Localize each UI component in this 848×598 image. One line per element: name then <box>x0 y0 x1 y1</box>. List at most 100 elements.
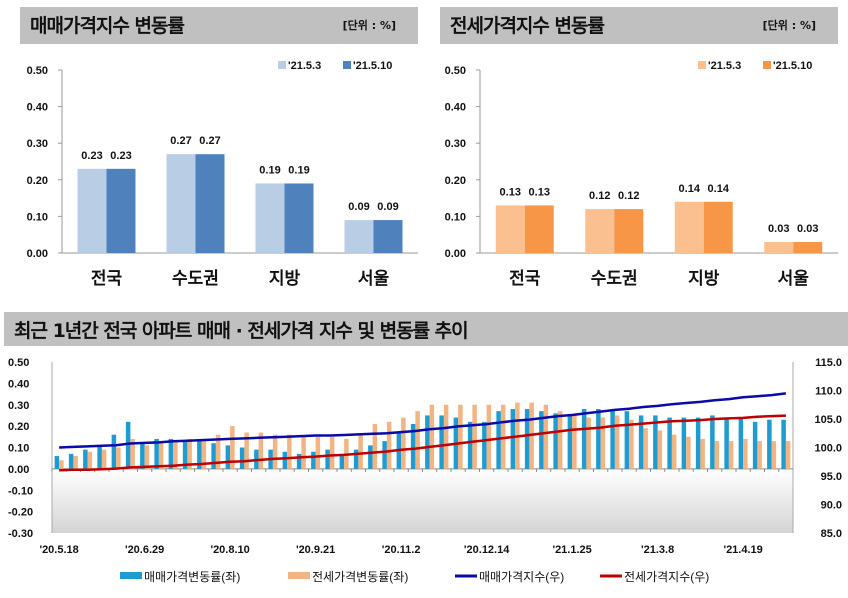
trend-x-tick-label: '21.4.19 <box>723 544 762 556</box>
trend-legend-label: 전세가격지수(우) <box>624 570 709 584</box>
jeonse-bar <box>793 242 823 253</box>
jeonse-legend-swatch <box>698 61 706 69</box>
trend-x-tick-label: '20.11.2 <box>382 544 421 556</box>
sale-data-label: 0.19 <box>259 164 280 176</box>
trend-bar-sale <box>482 421 487 469</box>
jeonse-y-tick-label: 0.10 <box>445 211 466 223</box>
jeonse-category-label: 수도권 <box>591 269 638 288</box>
jeonse-category-label: 서울 <box>778 269 810 288</box>
trend-bar-sale <box>410 423 416 469</box>
trend-bar-jeonse <box>158 443 164 469</box>
trend-bar-sale <box>368 445 373 469</box>
trend-left-tick-label: -0.10 <box>8 485 33 497</box>
sale-bar <box>106 168 136 253</box>
trend-x-tick-label: '20.6.29 <box>125 544 164 556</box>
jeonse-data-label: 0.12 <box>589 190 610 202</box>
trend-bar-jeonse <box>358 434 363 469</box>
jeonse-legend-label: '21.5.10 <box>773 60 812 72</box>
trend-legend-swatch <box>288 572 310 579</box>
jeonse-y-tick-label: 0.30 <box>445 138 466 150</box>
jeonse-bar <box>614 209 644 253</box>
trend-bar-sale <box>767 419 772 469</box>
sale-bar <box>255 183 285 253</box>
trend-bar-sale <box>125 421 131 469</box>
trend-bar-jeonse <box>73 456 78 469</box>
trend-bar-jeonse <box>429 404 435 469</box>
sale-legend-label: '21.5.10 <box>353 60 392 72</box>
trend-legend-label: 매매가격지수(우) <box>479 570 564 584</box>
trend-bar-sale <box>325 449 330 469</box>
trend-right-tick-label: 110.0 <box>815 386 842 398</box>
sale-category-label: 수도권 <box>172 269 219 288</box>
trend-bar-sale <box>738 417 744 469</box>
jeonse-y-tick-label: 0.20 <box>445 175 466 187</box>
trend-left-tick-label: -0.20 <box>8 507 33 519</box>
sale-chart-unit: [단위 : %] <box>342 19 396 32</box>
trend-bar-jeonse <box>59 460 64 469</box>
trend-bar-jeonse <box>458 404 463 469</box>
trend-bar-sale <box>353 449 359 469</box>
trend-bar-jeonse <box>144 445 150 469</box>
trend-bar-jeonse <box>372 423 378 469</box>
sale-legend-swatch <box>278 61 286 69</box>
sale-data-label: 0.23 <box>81 150 102 162</box>
jeonse-bar <box>495 205 525 253</box>
sale-y-tick-label: 0.40 <box>27 102 48 114</box>
trend-right-tick-label: 105.0 <box>814 414 842 426</box>
trend-left-tick-label: -0.30 <box>8 528 33 540</box>
jeonse-chart-header: 전세가격지수 변동률 [단위 : %] <box>440 7 838 44</box>
trend-bar-jeonse <box>714 441 720 469</box>
trend-bar-sale <box>781 419 786 469</box>
jeonse-data-label: 0.03 <box>797 223 818 235</box>
trend-chart-header: 최근 1년간 전국 아파트 매매 · 전세가격 지수 및 변동률 추이 <box>4 312 848 346</box>
trend-bar-sale <box>510 409 516 469</box>
trend-left-tick-label: 0.50 <box>8 357 29 369</box>
sale-chart-title: 매매가격지수 변동률 <box>30 15 185 37</box>
trend-bar-jeonse <box>657 430 663 469</box>
trend-bar-jeonse <box>187 438 192 469</box>
trend-bar-sale <box>339 453 345 469</box>
trend-bar-jeonse <box>87 451 93 469</box>
trend-left-tick-label: 0.30 <box>8 400 29 412</box>
sale-bar <box>166 154 196 253</box>
trend-bar-sale <box>168 438 174 469</box>
jeonse-legend-swatch <box>763 61 771 69</box>
jeonse-data-label: 0.12 <box>618 190 639 202</box>
trend-bar-jeonse <box>401 417 406 469</box>
trend-x-tick-label: '20.5.18 <box>39 544 78 556</box>
sale-legend-label: '21.5.3 <box>288 60 321 72</box>
trend-bar-sale <box>653 415 658 469</box>
trend-bar-sale <box>68 453 74 469</box>
sale-legend-swatch <box>343 61 351 69</box>
trend-bar-jeonse <box>315 436 321 469</box>
sale-y-tick-label: 0.00 <box>27 248 48 260</box>
trend-bar-jeonse <box>572 415 577 469</box>
trend-x-tick-label: '20.9.21 <box>296 544 335 556</box>
trend-bar-sale <box>710 415 715 469</box>
trend-bar-jeonse <box>785 441 791 469</box>
trend-right-tick-label: 115.0 <box>815 357 842 369</box>
trend-bar-sale <box>724 417 729 469</box>
trend-right-tick-label: 90.0 <box>821 500 842 512</box>
trend-bar-sale <box>681 417 687 469</box>
trend-bar-sale <box>567 415 573 469</box>
trend-bar-jeonse <box>130 438 135 469</box>
trend-bar-sale <box>140 443 145 469</box>
trend-left-tick-label: 0.40 <box>8 378 29 390</box>
sale-data-label: 0.23 <box>110 150 131 162</box>
jeonse-y-tick-label: 0.50 <box>445 65 466 77</box>
jeonse-data-label: 0.14 <box>708 183 730 195</box>
trend-x-tick-label: '21.1.25 <box>552 544 591 556</box>
jeonse-bar <box>674 201 704 253</box>
trend-bar-sale <box>382 441 387 469</box>
trend-bar-jeonse <box>258 432 264 469</box>
trend-right-tick-label: 85.0 <box>821 528 842 540</box>
trend-bar-sale <box>54 456 60 469</box>
jeonse-bar <box>764 242 794 253</box>
trend-bar-sale <box>581 409 587 469</box>
trend-x-tick-label: '20.12.14 <box>464 544 510 556</box>
trend-bar-jeonse <box>686 436 691 469</box>
trend-bar-jeonse <box>771 441 777 469</box>
sale-data-label: 0.27 <box>199 135 220 147</box>
